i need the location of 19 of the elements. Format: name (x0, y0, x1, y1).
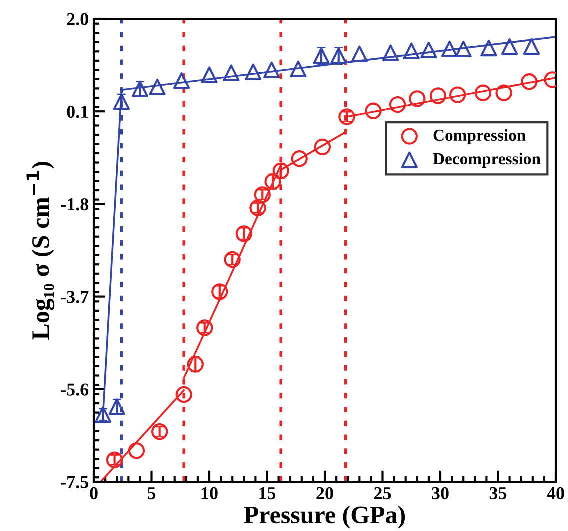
y-tick-label: 2.0 (67, 13, 88, 26)
x-tick-label: 5 (148, 488, 156, 500)
x-tick-label: 20 (316, 487, 334, 500)
x-tick-label: 35 (490, 487, 507, 500)
legend-label: Compression (434, 129, 526, 144)
y-tick-label: -7.5 (61, 476, 88, 489)
x-tick-label: 30 (432, 487, 449, 500)
y-axis-title: Log₁₀ σ (S cm$^{−1}$) (26, 162, 55, 340)
y-tick-label: -5.6 (61, 384, 89, 396)
legend-label: Decompression (433, 152, 541, 168)
x-tick-label: 25 (374, 487, 392, 500)
y-tick-label: -1.8 (61, 198, 89, 211)
x-tick-label: 15 (260, 487, 276, 500)
x-axis-title: Pressure (GPa) (244, 506, 406, 529)
x-tick-label: 0 (90, 487, 98, 500)
x-tick-label: 10 (202, 487, 218, 500)
x-tick-label: 40 (547, 487, 564, 500)
y-tick-label: -3.7 (61, 291, 89, 304)
y-tick-label: 0.1 (67, 106, 88, 118)
